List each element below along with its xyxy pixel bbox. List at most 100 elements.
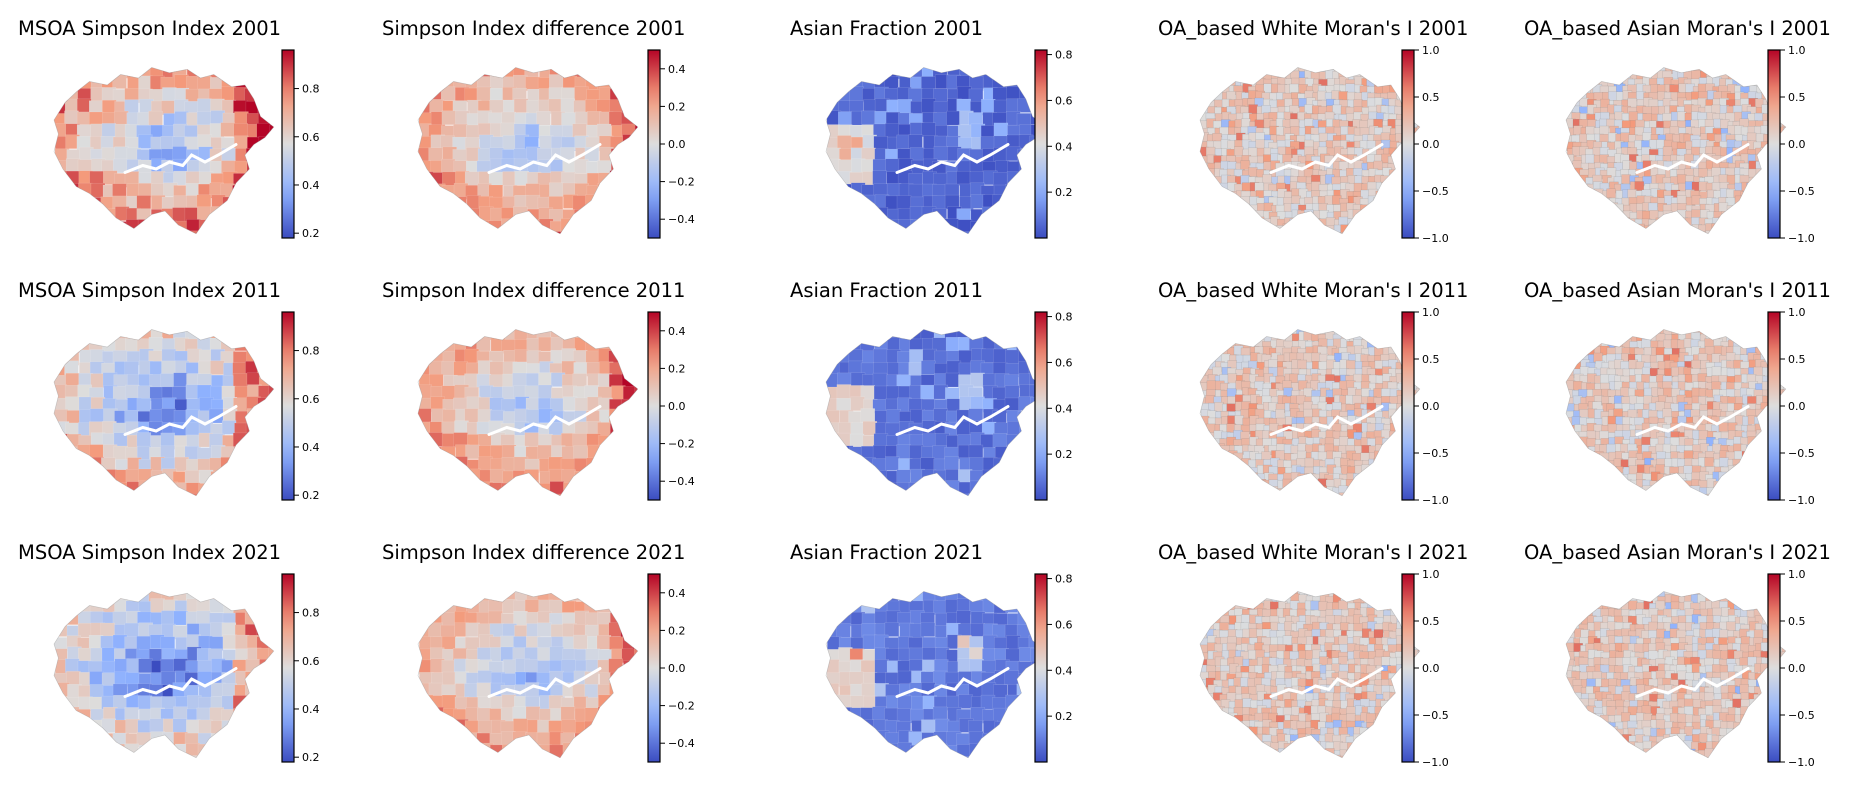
colorbar-tick-label: −1.0 <box>1422 494 1449 507</box>
river-thames <box>895 143 1010 174</box>
colorbar: −0.4 −0.2 0.0 0.2 0.4 <box>647 49 695 239</box>
colorbar-tick-label: −0.5 <box>1788 447 1815 460</box>
panel-title: Asian Fraction 2011 <box>790 279 983 302</box>
colorbar-tick-label: 0.2 <box>302 489 320 502</box>
colorbar-tick-label: 0.8 <box>1055 573 1073 586</box>
map-panel-2001-4: OA_based White Moran's I 2001 −1.0 −0.5 0.0… <box>1158 17 1468 245</box>
river-thames <box>1269 405 1384 436</box>
panel-title: Simpson Index difference 2021 <box>382 541 685 564</box>
river-thames <box>123 667 238 698</box>
colorbar: −1.0 −0.5 0.0 0.5 1.0 <box>1767 306 1815 507</box>
choropleth-map <box>54 67 274 234</box>
colorbar-tick-label: 0.2 <box>668 362 686 375</box>
colorbar-tick-label: −0.4 <box>668 213 695 226</box>
panel-title: OA_based White Moran's I 2001 <box>1158 17 1468 40</box>
map-panel-2001-3: Asian Fraction 2001 0.2 0.4 0.6 0.8 <box>790 17 1073 239</box>
colorbar-tick-label: −0.2 <box>668 176 695 189</box>
river-thames <box>487 405 602 436</box>
colorbar: −1.0 −0.5 0.0 0.5 1.0 <box>1767 568 1815 769</box>
colorbar-tick-label: 0.0 <box>1422 662 1440 675</box>
colorbar-tick-label: 0.5 <box>1422 615 1440 628</box>
choropleth-map <box>826 67 1046 234</box>
london-boundary <box>1199 67 1421 235</box>
map-panel-2021-1: MSOA Simpson Index 2021 0.2 0.4 0.6 0.8 <box>18 541 320 764</box>
colorbar-tick-label: 0.4 <box>668 587 686 600</box>
colorbar-tick-label: −0.5 <box>1422 185 1449 198</box>
panel-title: Asian Fraction 2021 <box>790 541 983 564</box>
colorbar: −0.4 −0.2 0.0 0.2 0.4 <box>647 573 695 763</box>
colorbar: −1.0 −0.5 0.0 0.5 1.0 <box>1401 306 1449 507</box>
colorbar: 0.2 0.4 0.6 0.8 <box>1034 311 1073 501</box>
colorbar-tick-label: 0.5 <box>1422 353 1440 366</box>
colorbar-tick-label: 1.0 <box>1788 568 1806 581</box>
colorbar-tick-label: −0.2 <box>668 438 695 451</box>
choropleth-map <box>826 591 1046 758</box>
colorbar-tick-label: 1.0 <box>1422 568 1440 581</box>
river-thames <box>1635 143 1750 174</box>
colorbar-tick-label: −1.0 <box>1422 232 1449 245</box>
london-boundary <box>1565 67 1787 235</box>
colorbar-tick-label: 0.2 <box>302 751 320 764</box>
colorbar: −1.0 −0.5 0.0 0.5 1.0 <box>1401 568 1449 769</box>
river-thames <box>1635 667 1750 698</box>
london-boundary <box>825 329 1047 497</box>
river-thames <box>487 143 602 174</box>
london-boundary <box>417 329 639 497</box>
london-boundary <box>825 67 1047 235</box>
map-panel-2001-1: MSOA Simpson Index 2001 0.2 0.4 0.6 0.8 <box>18 17 320 240</box>
river-thames <box>123 405 238 436</box>
panel-title: OA_based Asian Moran's I 2011 <box>1524 279 1831 302</box>
colorbar-tick-label: 0.4 <box>302 179 320 192</box>
river-thames <box>895 667 1010 698</box>
colorbar: 0.2 0.4 0.6 0.8 <box>281 311 320 502</box>
colorbar-tick-label: 0.6 <box>1055 356 1073 369</box>
colorbar-tick-label: −1.0 <box>1422 756 1449 769</box>
choropleth-map <box>54 329 274 496</box>
river-thames <box>1269 667 1384 698</box>
colorbar-tick-label: 0.4 <box>1055 664 1073 677</box>
panel-title: MSOA Simpson Index 2001 <box>18 17 281 40</box>
london-boundary <box>53 67 275 235</box>
london-boundary <box>417 67 639 235</box>
panel-title: MSOA Simpson Index 2011 <box>18 279 281 302</box>
panel-title: OA_based Asian Moran's I 2021 <box>1524 541 1831 564</box>
colorbar-tick-label: −0.5 <box>1422 709 1449 722</box>
colorbar-tick-label: 0.5 <box>1788 353 1806 366</box>
colorbar: 0.2 0.4 0.6 0.8 <box>281 573 320 764</box>
colorbar-tick-label: 0.4 <box>668 325 686 338</box>
colorbar-tick-label: 0.2 <box>1055 448 1073 461</box>
colorbar-tick-label: −0.4 <box>668 475 695 488</box>
colorbar-tick-label: −0.5 <box>1788 709 1815 722</box>
colorbar: 0.2 0.4 0.6 0.8 <box>281 49 320 240</box>
colorbar-tick-label: 0.2 <box>302 227 320 240</box>
colorbar-tick-label: 0.8 <box>1055 49 1073 62</box>
map-panel-2011-2: Simpson Index difference 2011 −0.4 −0.2 0.0… <box>382 279 695 501</box>
colorbar-tick-label: −0.5 <box>1788 185 1815 198</box>
london-boundary <box>1199 329 1421 497</box>
colorbar-tick-label: 0.0 <box>1788 662 1806 675</box>
colorbar-tick-label: 0.8 <box>1055 311 1073 324</box>
map-panel-2001-5: OA_based Asian Moran's I 2001 −1.0 −0.5 0.0… <box>1524 17 1831 245</box>
choropleth-map <box>418 67 638 234</box>
panel-title: Simpson Index difference 2001 <box>382 17 685 40</box>
river-thames <box>895 405 1010 436</box>
colorbar-tick-label: 0.0 <box>668 662 686 675</box>
colorbar-tick-label: 0.6 <box>1055 618 1073 631</box>
colorbar-tick-label: 0.2 <box>668 100 686 113</box>
colorbar-tick-label: 0.0 <box>668 138 686 151</box>
colorbar-tick-label: −1.0 <box>1788 232 1815 245</box>
choropleth-map <box>54 591 274 758</box>
colorbar-tick-label: 0.0 <box>1422 138 1440 151</box>
colorbar-tick-label: 0.5 <box>1788 91 1806 104</box>
colorbar-tick-label: 1.0 <box>1422 306 1440 319</box>
river-thames <box>1635 405 1750 436</box>
choropleth-map <box>418 329 638 496</box>
colorbar-tick-label: −1.0 <box>1788 756 1815 769</box>
river-thames <box>487 667 602 698</box>
london-boundary <box>53 591 275 759</box>
colorbar-tick-label: 0.5 <box>1788 615 1806 628</box>
colorbar-tick-label: 0.6 <box>302 131 320 144</box>
london-boundary <box>417 591 639 759</box>
colorbar-tick-label: 0.5 <box>1422 91 1440 104</box>
